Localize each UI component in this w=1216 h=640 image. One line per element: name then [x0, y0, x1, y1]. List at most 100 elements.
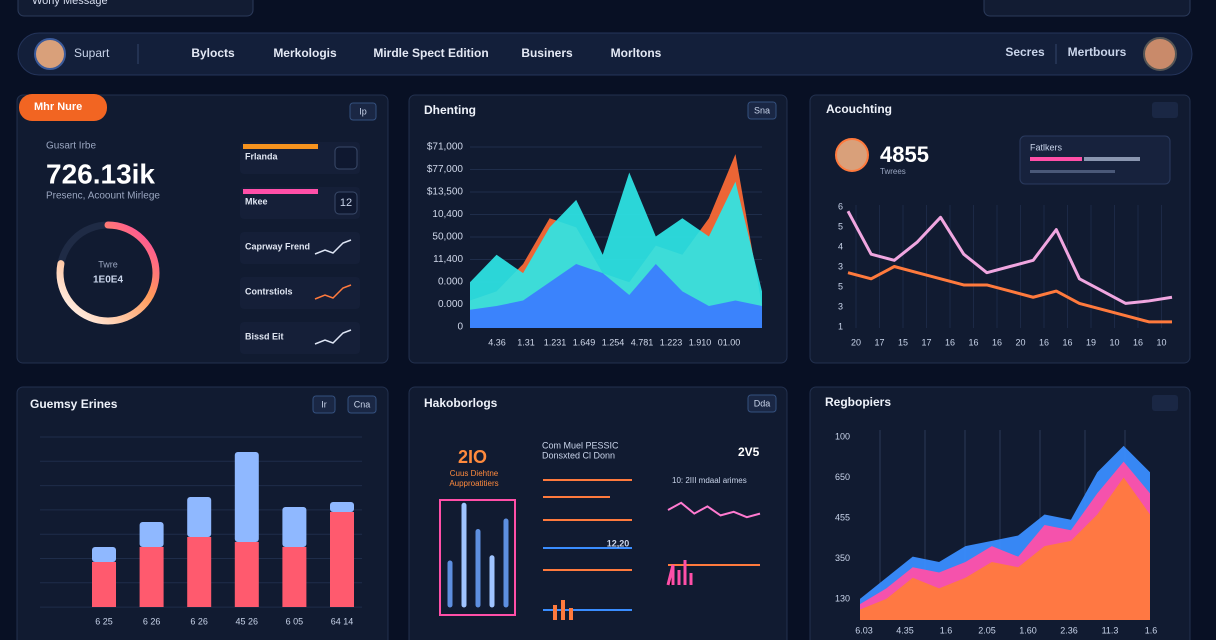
nav-item[interactable]: Mertbours	[1068, 45, 1127, 59]
bar	[139, 522, 164, 547]
bar	[187, 497, 212, 537]
label: 4.35	[896, 625, 914, 635]
label: 1E0E4	[93, 275, 123, 286]
label: 1.254	[602, 337, 625, 347]
user-avatar[interactable]	[34, 38, 66, 70]
item-sparkline	[314, 239, 352, 255]
label: 16	[968, 337, 978, 347]
nav-item[interactable]: Morltons	[611, 46, 662, 60]
label: 64 14	[331, 616, 354, 626]
button-label: Sna	[754, 105, 770, 115]
label: 16	[1133, 337, 1143, 347]
label: Guemsy Erines	[30, 397, 118, 411]
profile-avatar[interactable]	[1143, 37, 1177, 71]
bar	[92, 547, 116, 562]
label: 650	[835, 472, 850, 482]
bar	[139, 547, 164, 607]
label: Twrees	[880, 167, 906, 176]
label: 455	[835, 512, 850, 522]
label: Presenc, Acoount Mirlege	[46, 191, 160, 202]
bar	[330, 512, 354, 607]
panel	[809, 94, 1191, 364]
label: 1.910	[689, 337, 712, 347]
label: 1.649	[573, 337, 596, 347]
area-series	[860, 477, 1150, 620]
list-item[interactable]	[240, 232, 360, 264]
button[interactable]	[747, 101, 777, 120]
label: 17	[921, 337, 931, 347]
bar	[330, 502, 354, 512]
label: 1.6	[1145, 625, 1158, 635]
bar	[234, 452, 259, 542]
label: 130	[835, 593, 850, 603]
list-item[interactable]	[240, 277, 360, 309]
label: 1.6	[940, 625, 953, 635]
label: Acouchting	[826, 102, 892, 116]
label: Fatlkers	[1030, 142, 1063, 152]
nav-bar	[17, 32, 1193, 76]
list-item[interactable]	[240, 322, 360, 354]
badge	[19, 94, 107, 121]
button-label: Dda	[754, 398, 771, 408]
button[interactable]	[747, 394, 777, 413]
label: 10	[1156, 337, 1166, 347]
button[interactable]	[347, 395, 377, 414]
label: 1.31	[517, 337, 535, 347]
card-bar	[1030, 170, 1115, 173]
list-item[interactable]	[240, 142, 360, 174]
label: Hakoborlogs	[424, 396, 498, 410]
label: 2.36	[1060, 625, 1078, 635]
label: 350	[835, 553, 850, 563]
label: 5	[838, 281, 843, 291]
label: $71,000	[427, 142, 464, 153]
label: 12	[340, 197, 352, 209]
top-right-box[interactable]	[983, 0, 1191, 17]
label: 01.00	[718, 337, 741, 347]
button[interactable]	[1152, 395, 1178, 411]
label: 6	[838, 201, 843, 211]
label: Cuus Diehtne	[450, 469, 499, 478]
label: Donsxted Cl Donn	[542, 450, 615, 460]
label: 16	[1062, 337, 1072, 347]
nav-item[interactable]: Businers	[521, 46, 573, 60]
label: Dhenting	[424, 103, 476, 117]
label: Mhr Nure	[34, 101, 82, 113]
item-icon	[334, 191, 358, 215]
label: 19	[1086, 337, 1096, 347]
trend-line	[667, 501, 761, 519]
label: 100	[835, 431, 850, 441]
label: Bissd Eit	[245, 331, 284, 341]
row-line	[543, 479, 760, 571]
level-frame	[439, 499, 516, 616]
label: 10,400	[432, 209, 463, 220]
label: Com Muel PESSIC	[542, 440, 619, 450]
bar	[234, 542, 259, 607]
label: Regbopiers	[825, 395, 891, 409]
label: 10: 2III mdaal arimes	[672, 476, 747, 485]
item-strip	[243, 144, 318, 149]
list-item[interactable]	[240, 187, 360, 219]
card-bar	[1030, 157, 1082, 161]
nav-item[interactable]: Mirdle Spect Edition	[373, 46, 488, 60]
avatar	[835, 138, 869, 172]
label: 50,000	[432, 232, 463, 243]
label: Gusart Irbe	[46, 141, 96, 152]
search-box[interactable]	[17, 0, 254, 17]
nav-item[interactable]: Merkologis	[273, 46, 337, 60]
button-label: Ip	[359, 106, 367, 116]
label: 2.05	[978, 625, 996, 635]
label: 0	[457, 322, 463, 333]
nav-item[interactable]: Bylocts	[191, 46, 235, 60]
label: $77,000	[427, 164, 464, 175]
nav-item[interactable]: Secres	[1005, 45, 1045, 59]
label: 1.231	[544, 337, 567, 347]
button[interactable]	[312, 395, 336, 414]
label: 11.3	[1102, 625, 1119, 635]
label: 2V5	[738, 445, 760, 459]
button[interactable]	[349, 102, 377, 121]
label: 12,20	[607, 538, 630, 548]
button[interactable]	[1152, 102, 1178, 118]
line-series	[847, 265, 1172, 324]
